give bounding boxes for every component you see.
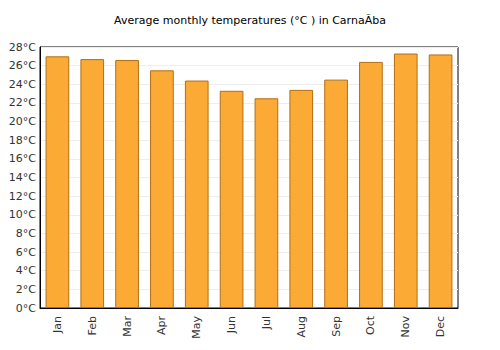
svg-text:Oct: Oct [364,315,377,335]
svg-text:22°C: 22°C [9,96,36,109]
svg-text:16°C: 16°C [9,152,36,165]
svg-text:20°C: 20°C [9,115,36,128]
svg-text:10°C: 10°C [9,208,36,221]
svg-text:Jan: Jan [51,316,64,334]
svg-text:Feb: Feb [86,316,99,335]
svg-text:18°C: 18°C [9,134,36,147]
svg-text:Aug: Aug [295,316,308,337]
svg-text:May: May [190,316,203,339]
svg-text:Sep: Sep [330,316,343,337]
svg-text:8°C: 8°C [16,227,36,240]
svg-text:Mar: Mar [121,316,134,337]
svg-text:14°C: 14°C [9,171,36,184]
svg-text:4°C: 4°C [16,264,36,277]
svg-text:2°C: 2°C [16,283,36,296]
svg-text:6°C: 6°C [16,246,36,259]
svg-text:Jun: Jun [225,316,238,334]
svg-text:Jul: Jul [260,316,273,330]
svg-text:Average monthly temperatures (: Average monthly temperatures (°C ) in Ca… [114,14,386,27]
svg-text:12°C: 12°C [9,190,36,203]
svg-text:Dec: Dec [434,316,447,337]
svg-text:Nov: Nov [399,316,412,338]
svg-text:26°C: 26°C [9,59,36,72]
svg-text:24°C: 24°C [9,78,36,91]
svg-text:28°C: 28°C [9,41,36,54]
svg-text:Apr: Apr [155,316,168,336]
svg-text:0°C: 0°C [16,302,36,315]
